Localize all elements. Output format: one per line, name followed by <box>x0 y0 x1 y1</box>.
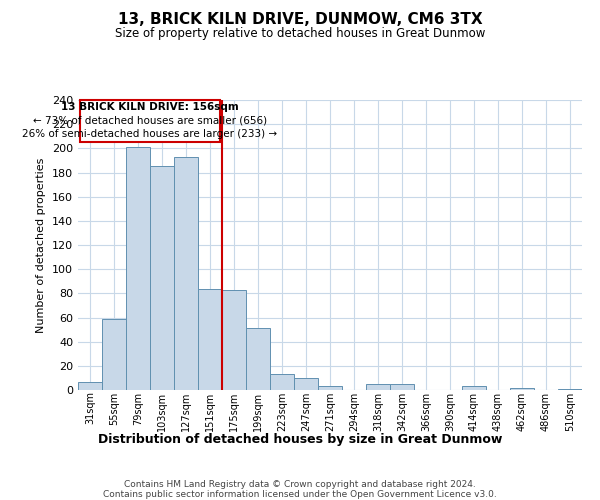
Bar <box>174 157 198 390</box>
Bar <box>390 384 414 390</box>
Bar <box>102 318 126 390</box>
Bar <box>78 382 102 390</box>
Bar <box>558 389 582 390</box>
Y-axis label: Number of detached properties: Number of detached properties <box>37 158 46 332</box>
Bar <box>222 290 246 390</box>
Text: Contains public sector information licensed under the Open Government Licence v3: Contains public sector information licen… <box>103 490 497 499</box>
Bar <box>366 384 390 390</box>
Bar <box>198 288 222 390</box>
Text: 26% of semi-detached houses are larger (233) →: 26% of semi-detached houses are larger (… <box>22 129 278 139</box>
Bar <box>246 328 270 390</box>
FancyBboxPatch shape <box>80 100 220 142</box>
Bar <box>150 166 174 390</box>
Text: 13, BRICK KILN DRIVE, DUNMOW, CM6 3TX: 13, BRICK KILN DRIVE, DUNMOW, CM6 3TX <box>118 12 482 28</box>
Text: 13 BRICK KILN DRIVE: 156sqm: 13 BRICK KILN DRIVE: 156sqm <box>61 102 239 113</box>
Text: ← 73% of detached houses are smaller (656): ← 73% of detached houses are smaller (65… <box>33 116 267 126</box>
Bar <box>294 378 318 390</box>
Bar <box>270 374 294 390</box>
Text: Contains HM Land Registry data © Crown copyright and database right 2024.: Contains HM Land Registry data © Crown c… <box>124 480 476 489</box>
Bar <box>510 388 534 390</box>
Bar <box>318 386 342 390</box>
Bar <box>126 147 150 390</box>
Bar <box>462 386 486 390</box>
Text: Size of property relative to detached houses in Great Dunmow: Size of property relative to detached ho… <box>115 28 485 40</box>
Text: Distribution of detached houses by size in Great Dunmow: Distribution of detached houses by size … <box>98 432 502 446</box>
